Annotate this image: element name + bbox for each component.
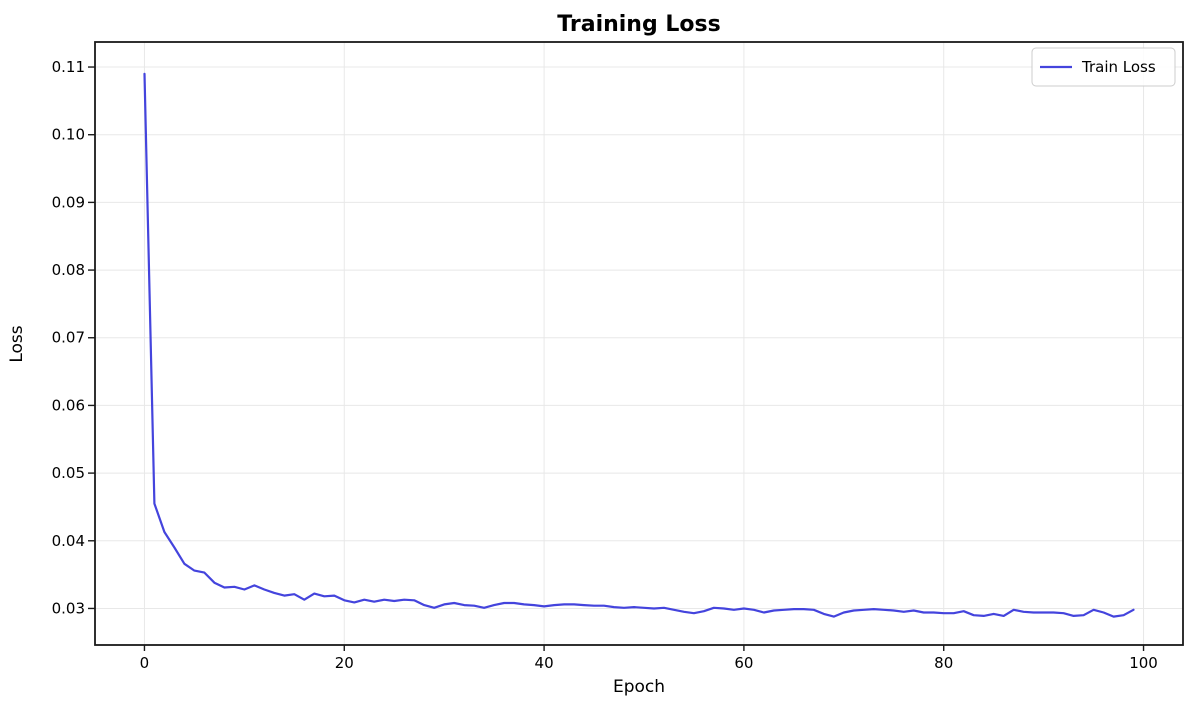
- y-tick-labels: 0.03 0.04 0.05 0.06 0.07 0.08 0.09 0.10 0.11: [52, 58, 85, 617]
- x-tick-label: 80: [934, 654, 953, 672]
- x-tick-label: 0: [140, 654, 150, 672]
- plot-border: [94, 41, 1184, 646]
- grid-lines: [95, 42, 1183, 645]
- y-tick-label: 0.10: [52, 126, 85, 144]
- x-axis-label: Epoch: [613, 677, 665, 697]
- legend-label: Train Loss: [1081, 58, 1156, 76]
- y-tick-label: 0.07: [52, 329, 85, 347]
- x-tick-labels: 0 20 40 60 80 100: [140, 654, 1158, 672]
- axis-tick-marks: [88, 66, 1145, 651]
- y-tick-label: 0.05: [52, 464, 85, 482]
- x-tick-label: 60: [734, 654, 753, 672]
- x-tick-label: 20: [335, 654, 354, 672]
- chart-title: Training Loss: [557, 12, 720, 37]
- y-tick-label: 0.03: [52, 599, 85, 617]
- y-tick-label: 0.09: [52, 193, 85, 211]
- legend: Train Loss: [1031, 47, 1176, 87]
- x-tick-label: 100: [1129, 654, 1158, 672]
- y-tick-label: 0.06: [52, 396, 85, 414]
- train-loss-line: [143, 72, 1135, 618]
- x-tick-label: 40: [535, 654, 554, 672]
- y-axis-label: Loss: [7, 325, 27, 362]
- y-tick-label: 0.11: [52, 58, 85, 76]
- legend-box: [1031, 47, 1176, 87]
- y-tick-label: 0.08: [52, 261, 85, 279]
- y-tick-label: 0.04: [52, 532, 85, 550]
